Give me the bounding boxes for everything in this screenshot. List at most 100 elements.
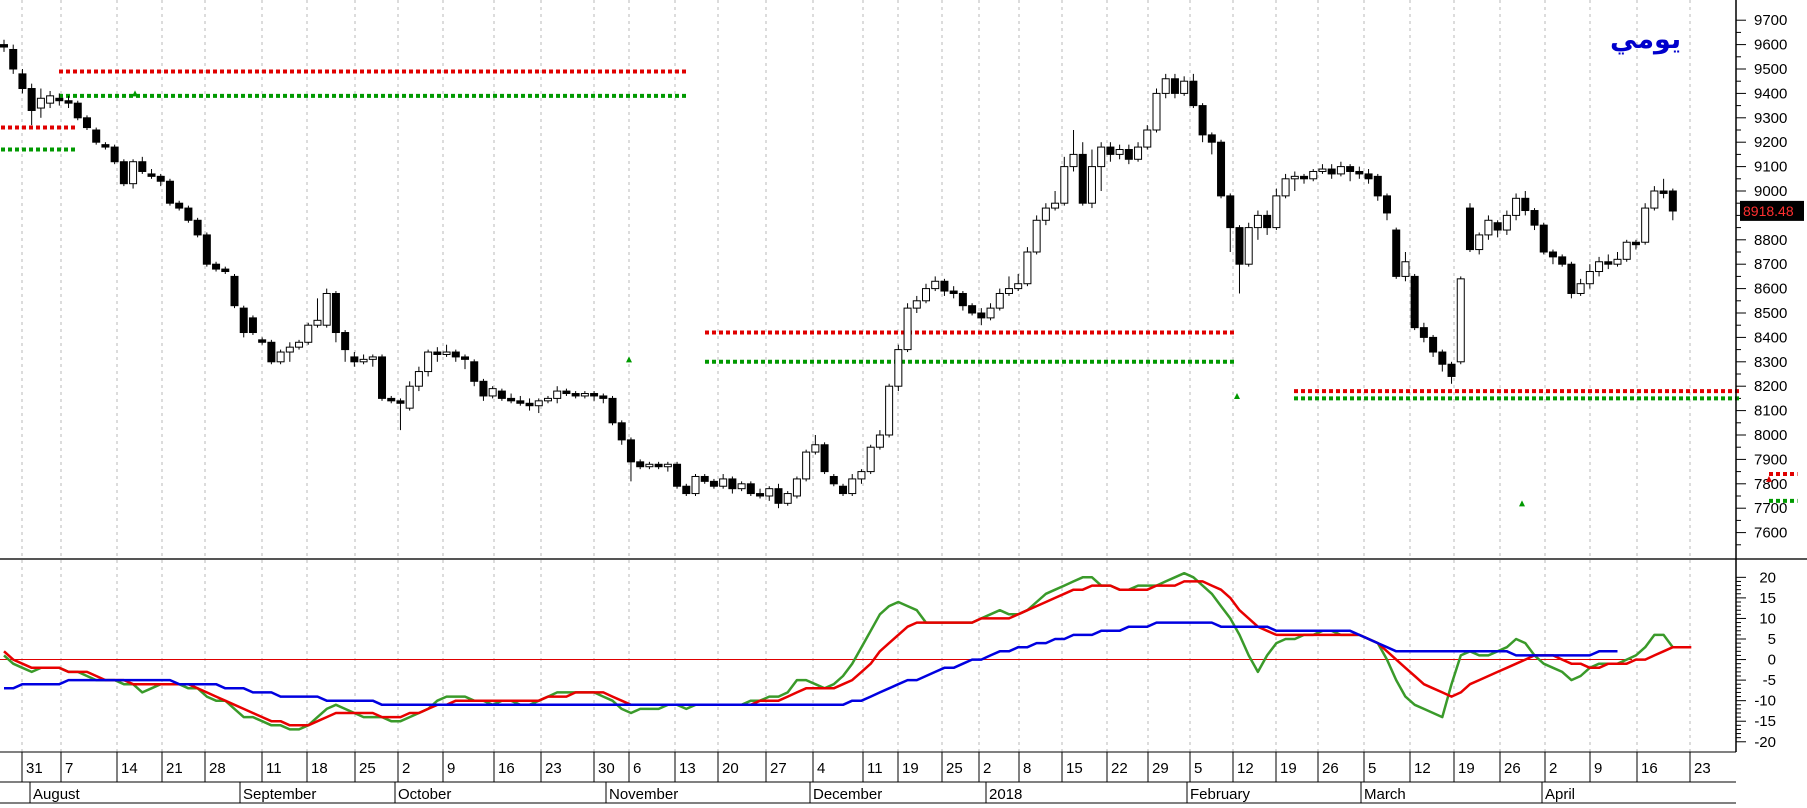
candle <box>73 100 82 121</box>
bearish-candle-body <box>1539 224 1548 253</box>
day-label: 16 <box>498 760 515 777</box>
candle <box>1668 188 1677 221</box>
bullish-candle-body <box>1014 283 1023 290</box>
candle <box>1272 188 1281 231</box>
bullish-candle-body <box>783 493 792 504</box>
bullish-candle-body <box>691 475 700 495</box>
day-label: 12 <box>1414 760 1431 777</box>
candle <box>267 339 276 365</box>
day-label: 30 <box>598 760 615 777</box>
bullish-candle-body <box>1143 129 1152 148</box>
candle <box>1336 161 1345 177</box>
month-label: February <box>1190 786 1251 803</box>
bullish-candle-body <box>1290 175 1299 180</box>
candle <box>507 393 516 404</box>
candle <box>1152 88 1161 133</box>
candle <box>857 469 866 484</box>
day-label: 7 <box>65 760 73 777</box>
bearish-candle-body <box>958 292 967 307</box>
candle <box>1207 132 1216 155</box>
candle <box>184 205 193 223</box>
candle <box>1170 73 1179 99</box>
candle <box>212 261 221 272</box>
price-tick-label: 9300 <box>1754 110 1787 127</box>
bullish-candle-body <box>1087 166 1096 204</box>
bearish-candle-body <box>1235 227 1244 265</box>
bullish-candle-body <box>1115 149 1124 155</box>
month-label: November <box>609 786 678 803</box>
day-label: 14 <box>121 760 138 777</box>
day-label: 6 <box>633 760 641 777</box>
bearish-candle-body <box>1548 251 1557 258</box>
price-tick-label: 8800 <box>1754 232 1787 249</box>
candle <box>1512 193 1521 221</box>
day-label: 2 <box>1549 760 1557 777</box>
current-price-label: 8918.48 <box>1743 203 1794 219</box>
candle <box>1032 215 1041 255</box>
bearish-candle-body <box>193 219 202 236</box>
candle <box>1014 273 1023 292</box>
candle <box>138 156 147 174</box>
bullish-candle-body <box>1041 207 1050 221</box>
bullish-candle-body <box>1650 190 1659 209</box>
bearish-candle-body <box>230 275 239 307</box>
day-label: 16 <box>1641 760 1658 777</box>
candle <box>645 461 654 470</box>
bullish-candle-body <box>848 478 857 495</box>
day-label: 20 <box>722 760 739 777</box>
green-line <box>3 571 1674 731</box>
price-tick-label: 9100 <box>1754 159 1787 176</box>
price-pane: 7600 7700 7800 7900 8000 8100 8200 8300 8400 8500… <box>0 12 1804 546</box>
candle <box>737 481 746 492</box>
candle <box>848 474 857 496</box>
candle <box>765 486 774 501</box>
bearish-candle-body <box>1364 173 1373 180</box>
candle <box>1641 203 1650 245</box>
candle <box>1217 139 1226 199</box>
candle <box>1281 173 1290 199</box>
candle <box>1438 349 1447 372</box>
price-tick-label: 7700 <box>1754 500 1787 517</box>
bearish-candle-body <box>654 463 663 468</box>
day-label: 26 <box>1504 760 1521 777</box>
day-label: 5 <box>1368 760 1376 777</box>
bearish-candle-body <box>820 444 829 473</box>
month-label: March <box>1364 786 1406 803</box>
candle <box>101 142 110 150</box>
support-marker <box>626 356 632 363</box>
bullish-candle-body <box>414 371 423 387</box>
candle <box>479 378 488 401</box>
candle <box>1456 276 1465 365</box>
day-label: 19 <box>1280 760 1297 777</box>
candle <box>534 398 543 414</box>
bullish-candle-body <box>857 471 866 480</box>
bearish-candle-body <box>92 129 101 143</box>
candle <box>1493 220 1502 238</box>
bearish-candle-body <box>636 461 645 468</box>
day-label: 19 <box>902 760 919 777</box>
candle <box>986 303 995 321</box>
candle <box>239 305 248 338</box>
month-label: April <box>1545 786 1575 803</box>
candle <box>295 339 304 350</box>
bullish-candle-body <box>866 446 875 473</box>
blue-line <box>4 621 1618 707</box>
bullish-candle-body <box>1641 207 1650 243</box>
candle <box>276 349 285 365</box>
candle <box>995 288 1004 311</box>
candle <box>700 474 709 484</box>
candle <box>968 303 977 316</box>
candle <box>1253 210 1262 240</box>
bullish-candle-body <box>1318 168 1327 172</box>
candle <box>866 444 875 475</box>
bullish-candle-body <box>1097 146 1106 168</box>
day-label: 12 <box>1237 760 1254 777</box>
month-label: December <box>813 786 882 803</box>
price-tick-label: 8200 <box>1754 378 1787 395</box>
candle <box>617 420 626 445</box>
bearish-candle-body <box>119 161 128 185</box>
bearish-candle-body <box>165 180 174 204</box>
price-tick-label: 7800 <box>1754 476 1787 493</box>
day-label: 18 <box>311 760 328 777</box>
candle <box>1558 254 1567 267</box>
